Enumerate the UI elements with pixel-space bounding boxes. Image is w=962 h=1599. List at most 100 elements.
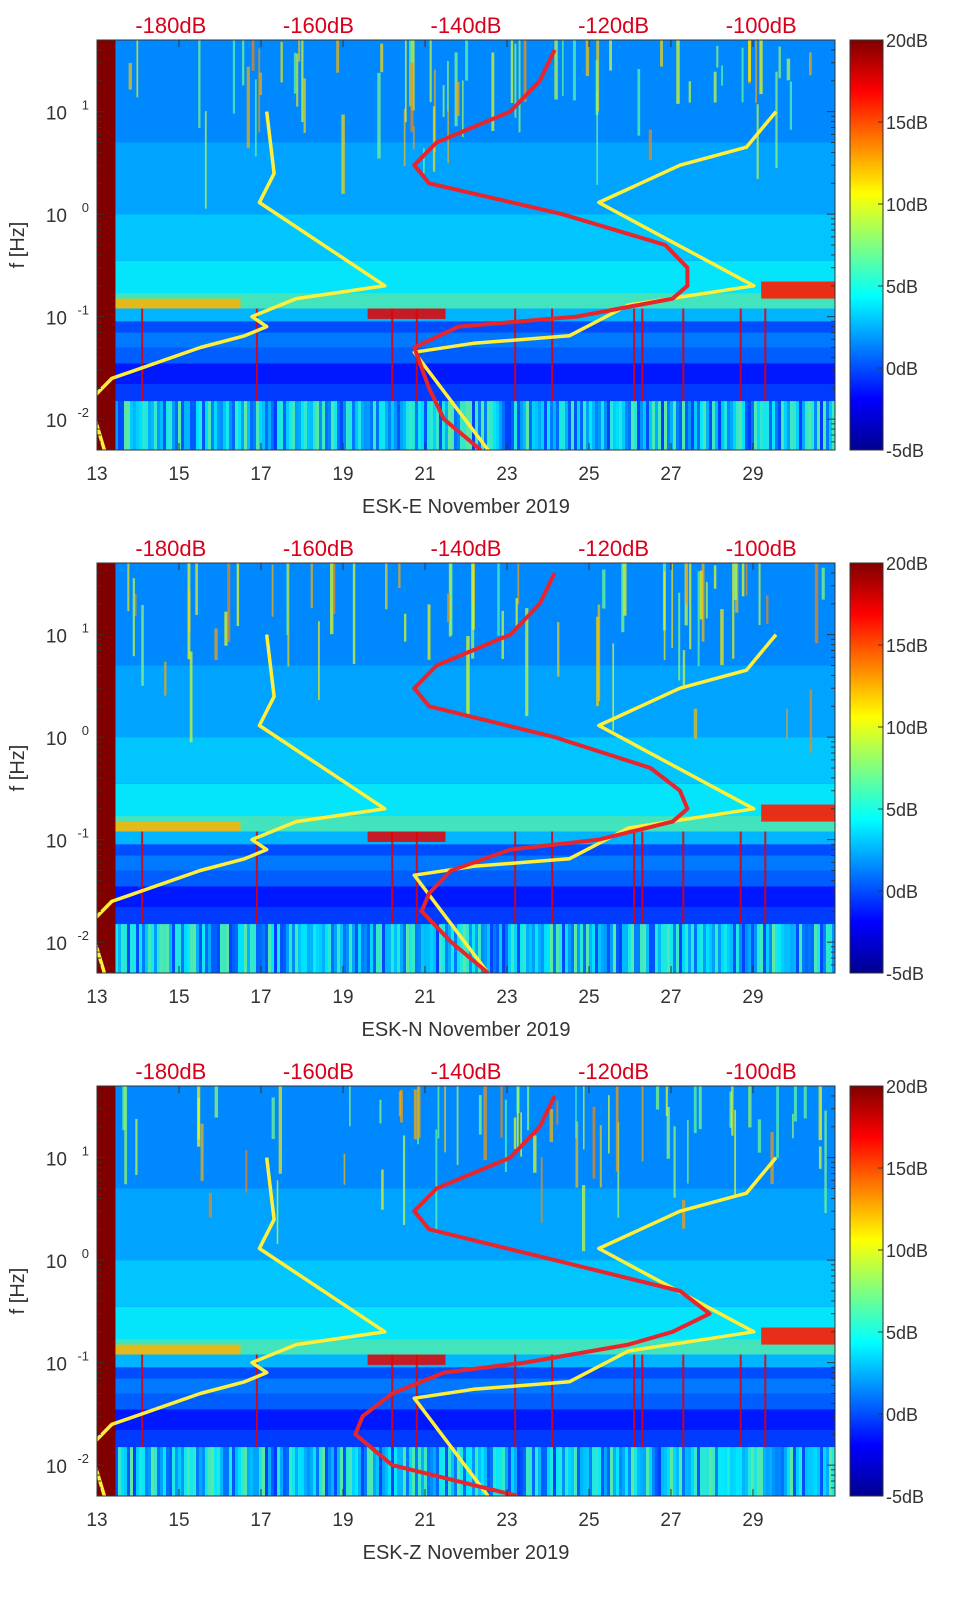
heatmap-column: [433, 1447, 436, 1496]
heatmap-column: [568, 401, 571, 450]
heatmap-column: [424, 401, 427, 450]
heatmap-column: [703, 1447, 706, 1496]
heatmap-column: [625, 401, 628, 450]
heatmap-streak: [525, 608, 529, 717]
heatmap-column: [211, 924, 214, 973]
y-tick-label-exponent: -2: [77, 1451, 89, 1466]
heatmap-column: [190, 1447, 193, 1496]
y-tick-label-base: 10: [46, 206, 67, 227]
heatmap-streak: [246, 66, 250, 149]
heatmap-streak: [732, 563, 735, 659]
heatmap-column: [391, 924, 394, 973]
heatmap-column: [694, 401, 697, 450]
spectrogram-panel: 13 15 17 19 21 23 25 27 29 ESK-N November 2019 10-…: [0, 523, 962, 1056]
heatmap-column: [166, 924, 169, 973]
heatmap-streak: [759, 40, 763, 95]
heatmap-column: [247, 1447, 250, 1496]
heatmap-column: [400, 1447, 403, 1496]
heatmap-column: [403, 1447, 406, 1496]
heatmap-column: [133, 924, 136, 973]
heatmap-column: [289, 1447, 292, 1496]
y-tick-label-base: 10: [46, 1150, 67, 1171]
heatmap-column: [244, 1447, 247, 1496]
heatmap-column: [322, 1447, 325, 1496]
colorbar-tick-label: -5dB: [886, 441, 924, 461]
heatmap-streak: [296, 53, 299, 107]
heatmap-column: [454, 401, 457, 450]
heatmap-column: [214, 401, 217, 450]
heatmap-column: [556, 1447, 559, 1496]
heatmap-band: [97, 1086, 835, 1189]
heatmap-column: [154, 924, 157, 973]
heatmap-streak: [286, 563, 289, 635]
heatmap-streak: [437, 1086, 440, 1139]
heatmap-column: [352, 924, 355, 973]
heatmap-column: [286, 401, 289, 450]
heatmap-column: [151, 1447, 154, 1496]
heatmap-streak: [596, 92, 599, 185]
heatmap-column: [322, 924, 325, 973]
heatmap-column: [580, 924, 583, 973]
heatmap-streak: [581, 1185, 586, 1252]
heatmap-column: [793, 401, 796, 450]
heatmap-column: [235, 401, 238, 450]
heatmap-streak: [701, 563, 705, 642]
colorbar-tick-label: -5dB: [886, 1487, 924, 1507]
heatmap-column: [433, 924, 436, 973]
heatmap-column: [616, 924, 619, 973]
heatmap-column: [142, 924, 145, 973]
x-tick-label: 29: [742, 464, 763, 485]
heatmap-band: [97, 1306, 835, 1340]
heatmap-column: [286, 924, 289, 973]
heatmap-column: [550, 924, 553, 973]
heatmap-column: [808, 401, 811, 450]
heatmap-column: [373, 924, 376, 973]
heatmap-column: [364, 401, 367, 450]
heatmap-column: [184, 401, 187, 450]
heatmap-streak: [423, 148, 425, 174]
heatmap-column: [586, 401, 589, 450]
heatmap-column: [199, 924, 202, 973]
heatmap-column: [820, 924, 823, 973]
heatmap-column: [778, 1447, 781, 1496]
heatmap-column: [661, 1447, 664, 1496]
heatmap-column: [199, 1447, 202, 1496]
heatmap-column: [610, 1447, 613, 1496]
heatmap-column: [430, 924, 433, 973]
heatmap-column: [589, 401, 592, 450]
heatmap-column: [529, 401, 532, 450]
top-axis-db-label: -140dB: [431, 536, 502, 561]
heatmap-band: [97, 844, 835, 856]
heatmap-streak: [293, 52, 297, 94]
heatmap-streak: [572, 40, 576, 101]
heatmap-column: [739, 401, 742, 450]
heatmap-column: [751, 1447, 754, 1496]
heatmap-streak: [514, 43, 517, 118]
heatmap-column: [460, 401, 463, 450]
heatmap-streak: [204, 111, 207, 209]
y-tick-label-base: 10: [46, 832, 67, 853]
heatmap-streak: [518, 40, 521, 133]
heatmap-column: [814, 1447, 817, 1496]
heatmap-column: [313, 1447, 316, 1496]
heatmap-streak: [766, 595, 769, 625]
heatmap-column: [484, 1447, 487, 1496]
heatmap-image: [97, 563, 835, 973]
heatmap-column: [592, 924, 595, 973]
heatmap-column: [823, 924, 826, 973]
heatmap-column: [730, 1447, 733, 1496]
heatmap-column: [235, 1447, 238, 1496]
heatmap-column: [622, 924, 625, 973]
heatmap-column: [385, 401, 388, 450]
heatmap-streak: [400, 1090, 403, 1123]
heatmap-column: [508, 924, 511, 973]
heatmap-column: [604, 401, 607, 450]
heatmap-streak: [336, 40, 340, 73]
heatmap-column: [208, 924, 211, 973]
heatmap-column: [211, 1447, 214, 1496]
heatmap-column: [715, 401, 718, 450]
heatmap-image: [97, 40, 835, 450]
heatmap-column: [538, 401, 541, 450]
heatmap-column: [406, 924, 409, 973]
heatmap-column: [775, 1447, 778, 1496]
